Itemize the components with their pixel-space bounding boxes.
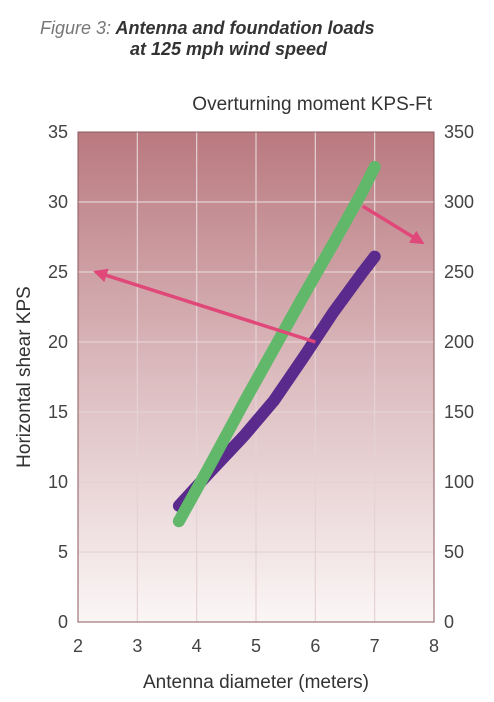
arrow-annotation-2: [361, 204, 425, 245]
grid: [78, 132, 434, 622]
y-axis-left-label: Horizontal shear KPS: [14, 286, 35, 468]
axis-ticks: 2 3 4 5 6 7 8051015202530350501001502002503003…: [48, 122, 474, 656]
y-right-tick-label: 100: [444, 472, 474, 492]
x-tick-label: 2: [73, 636, 83, 656]
x-tick-label: 8: [429, 636, 439, 656]
series: [172, 161, 381, 528]
figure-caption: Figure 3: Antenna and foundation loads a…: [40, 18, 480, 60]
y-left-tick-label: 25: [48, 262, 68, 282]
caption-title-line1: Antenna and foundation loads: [115, 18, 375, 38]
y-right-tick-label: 50: [444, 542, 464, 562]
y-left-tick-label: 10: [48, 472, 68, 492]
arrow-annotation-1: [93, 268, 316, 344]
y-left-tick-label: 30: [48, 192, 68, 212]
x-tick-label: 3: [132, 636, 142, 656]
caption-title-line2: at 125 mph wind speed: [130, 39, 328, 59]
x-tick-label: 4: [192, 636, 202, 656]
caption-lead: Figure 3:: [40, 18, 112, 38]
y-right-tick-label: 350: [444, 122, 474, 142]
y-right-tick-label: 0: [444, 612, 454, 632]
x-tick-label: 5: [251, 636, 261, 656]
series-line-2: [172, 161, 381, 528]
annotations: [93, 204, 425, 344]
y-right-tick-label: 200: [444, 332, 474, 352]
x-tick-label: 7: [370, 636, 380, 656]
y-left-tick-label: 20: [48, 332, 68, 352]
y-left-tick-label: 35: [48, 122, 68, 142]
y-right-tick-label: 250: [444, 262, 474, 282]
plot-frame: [77, 131, 435, 623]
x-axis-label: Antenna diameter (meters): [143, 672, 369, 693]
y-left-tick-label: 0: [58, 612, 68, 632]
y-left-tick-label: 5: [58, 542, 68, 562]
x-tick-label: 6: [310, 636, 320, 656]
y-right-tick-label: 300: [444, 192, 474, 212]
y-axis-right-label: Overturning moment KPS-Ft: [192, 94, 432, 115]
y-left-tick-label: 15: [48, 402, 68, 422]
y-right-tick-label: 150: [444, 402, 474, 422]
